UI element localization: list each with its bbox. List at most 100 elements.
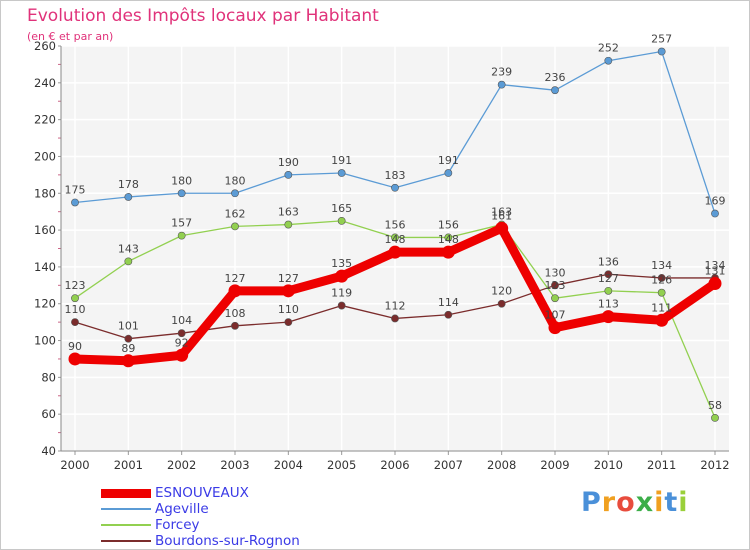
data-point [391, 233, 399, 242]
data-label: 257 [651, 33, 672, 46]
series-3 [71, 270, 719, 343]
data-label: 169 [705, 195, 726, 208]
data-label: 92 [175, 336, 189, 349]
data-label: 191 [438, 154, 459, 167]
data-label: 89 [121, 342, 135, 355]
data-label: 127 [225, 272, 246, 285]
data-label: 107 [545, 309, 566, 322]
data-point [71, 294, 79, 303]
data-label: 239 [491, 66, 512, 79]
legend-swatch [101, 540, 151, 542]
logo-letter: r [601, 487, 617, 518]
data-label: 157 [171, 217, 192, 230]
data-label: 134 [651, 259, 672, 272]
data-label: 178 [118, 178, 139, 191]
data-label: 148 [438, 233, 459, 246]
data-point [708, 276, 722, 290]
legend-item: Forcey [101, 517, 300, 533]
y-tick-label: 60 [41, 407, 56, 421]
data-label: 136 [598, 255, 619, 268]
data-point [124, 257, 133, 266]
data-point [177, 329, 186, 338]
data-point [68, 352, 82, 366]
data-point [441, 245, 455, 259]
data-point [604, 286, 613, 295]
legend-item: Ageville [101, 501, 300, 517]
x-tick-label: 2003 [220, 458, 249, 472]
data-point [284, 220, 293, 229]
y-tick-label: 180 [34, 186, 56, 200]
data-point [284, 170, 293, 179]
data-point [124, 193, 133, 201]
data-label: 110 [65, 303, 86, 316]
data-label: 120 [491, 285, 512, 298]
x-tick-label: 2001 [114, 458, 143, 472]
data-point [124, 334, 133, 343]
data-point [231, 222, 239, 231]
legend-label: ESNOUVEAUX [155, 485, 249, 501]
data-point [444, 169, 453, 177]
data-label: 127 [278, 272, 299, 285]
data-point [281, 284, 295, 298]
data-point [335, 269, 349, 283]
data-point [284, 318, 293, 327]
y-tick-label: 220 [34, 113, 56, 127]
data-label: 156 [385, 218, 406, 231]
logo-letter: o [616, 487, 636, 518]
y-tick-label: 120 [34, 297, 56, 311]
data-label: 162 [225, 207, 246, 220]
series-2 [71, 216, 719, 422]
data-label: 123 [65, 279, 86, 292]
data-label: 175 [65, 183, 86, 196]
data-label: 126 [651, 274, 672, 287]
data-point [391, 314, 399, 323]
logo-letter: i [678, 487, 689, 518]
data-point [177, 231, 186, 240]
data-point [337, 216, 346, 225]
data-label: 135 [331, 257, 352, 270]
data-point [337, 169, 346, 177]
x-tick-label: 2008 [487, 458, 516, 472]
data-point [657, 47, 666, 56]
data-label: 101 [118, 320, 139, 333]
data-point [71, 318, 79, 327]
data-point [444, 310, 453, 319]
x-tick-label: 2009 [540, 458, 569, 472]
data-label: 180 [171, 174, 192, 187]
data-point [231, 321, 239, 330]
series-0 [68, 221, 722, 368]
data-label: 131 [705, 264, 726, 277]
data-label: 156 [438, 218, 459, 231]
data-point [551, 86, 559, 95]
data-point [228, 284, 242, 298]
data-point [711, 209, 719, 218]
legend-swatch [101, 508, 151, 510]
data-label: 163 [278, 206, 299, 219]
data-point [121, 354, 135, 368]
y-tick-label: 40 [41, 444, 56, 458]
proxiti-logo: Proxiti [581, 487, 689, 518]
data-label: 111 [651, 301, 672, 314]
y-tick-label: 140 [34, 260, 56, 274]
data-point [657, 288, 666, 297]
data-label: 119 [331, 287, 352, 300]
data-label: 114 [438, 296, 459, 309]
x-tick-label: 2012 [700, 458, 729, 472]
data-point [601, 310, 615, 324]
chart-title: Evolution des Impôts locaux par Habitant [27, 6, 379, 26]
data-label: 143 [118, 242, 139, 255]
x-tick-label: 2000 [60, 458, 89, 472]
data-label: 90 [68, 340, 82, 353]
data-point [495, 221, 509, 235]
data-label: 134 [705, 259, 726, 272]
legend-label: Bourdons-sur-Rognon [155, 533, 300, 549]
legend-swatch [101, 488, 151, 498]
data-point [71, 198, 79, 207]
x-tick-label: 2004 [274, 458, 303, 472]
y-tick-label: 260 [34, 39, 56, 53]
y-tick-label: 80 [41, 370, 56, 384]
data-point [177, 189, 186, 198]
x-tick-label: 2005 [327, 458, 356, 472]
data-point [231, 189, 239, 198]
